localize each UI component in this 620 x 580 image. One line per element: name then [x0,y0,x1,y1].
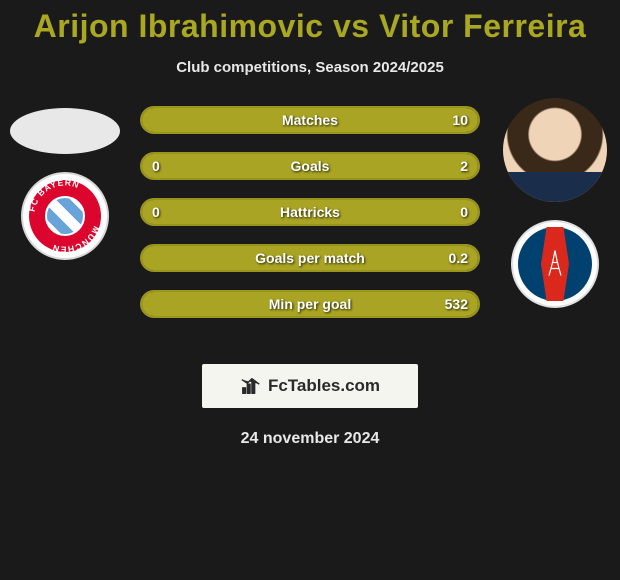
stat-label: Min per goal [142,292,478,316]
club-badge-psg [511,220,599,308]
psg-eiffel-icon [548,249,562,280]
stat-label: Hattricks [142,200,478,224]
stat-label: Goals per match [142,246,478,270]
club-badge-bayern: FC BAYERN MÜNCHEN [21,172,109,260]
stat-value-right: 532 [445,292,468,316]
player-left-avatar [10,108,120,154]
stat-row: Goals per match0.2 [140,244,480,272]
stat-value-right: 0 [460,200,468,224]
chart-icon [240,375,262,397]
stat-value-right: 0.2 [449,246,468,270]
comparison-subtitle: Club competitions, Season 2024/2025 [0,59,620,76]
comparison-title: Arijon Ibrahimovic vs Vitor Ferreira [0,0,620,45]
snapshot-date: 24 november 2024 [0,430,620,448]
stat-value-right: 10 [452,108,468,132]
branding-badge: FcTables.com [202,364,418,408]
bayern-badge-text: FC BAYERN MÜNCHEN [23,174,107,258]
stat-value-left: 0 [152,154,160,178]
stat-value-right: 2 [460,154,468,178]
stat-row: Matches10 [140,106,480,134]
branding-text: FcTables.com [268,376,380,396]
player-right-avatar [503,98,607,202]
stat-row: Min per goal532 [140,290,480,318]
player-left-column: FC BAYERN MÜNCHEN [0,98,130,260]
stat-label: Goals [142,154,478,178]
player-right-column [490,98,620,308]
svg-text:MÜNCHEN: MÜNCHEN [51,225,102,255]
comparison-body: FC BAYERN MÜNCHEN Matches10Goals02Hattri… [0,106,620,356]
stat-row: Goals0 2 [140,152,480,180]
stat-bars-container: Matches10Goals02Hattricks00Goals per mat… [140,106,480,336]
svg-text:FC BAYERN: FC BAYERN [27,177,81,212]
stat-label: Matches [142,108,478,132]
stat-value-left: 0 [152,200,160,224]
stat-row: Hattricks0 0 [140,198,480,226]
